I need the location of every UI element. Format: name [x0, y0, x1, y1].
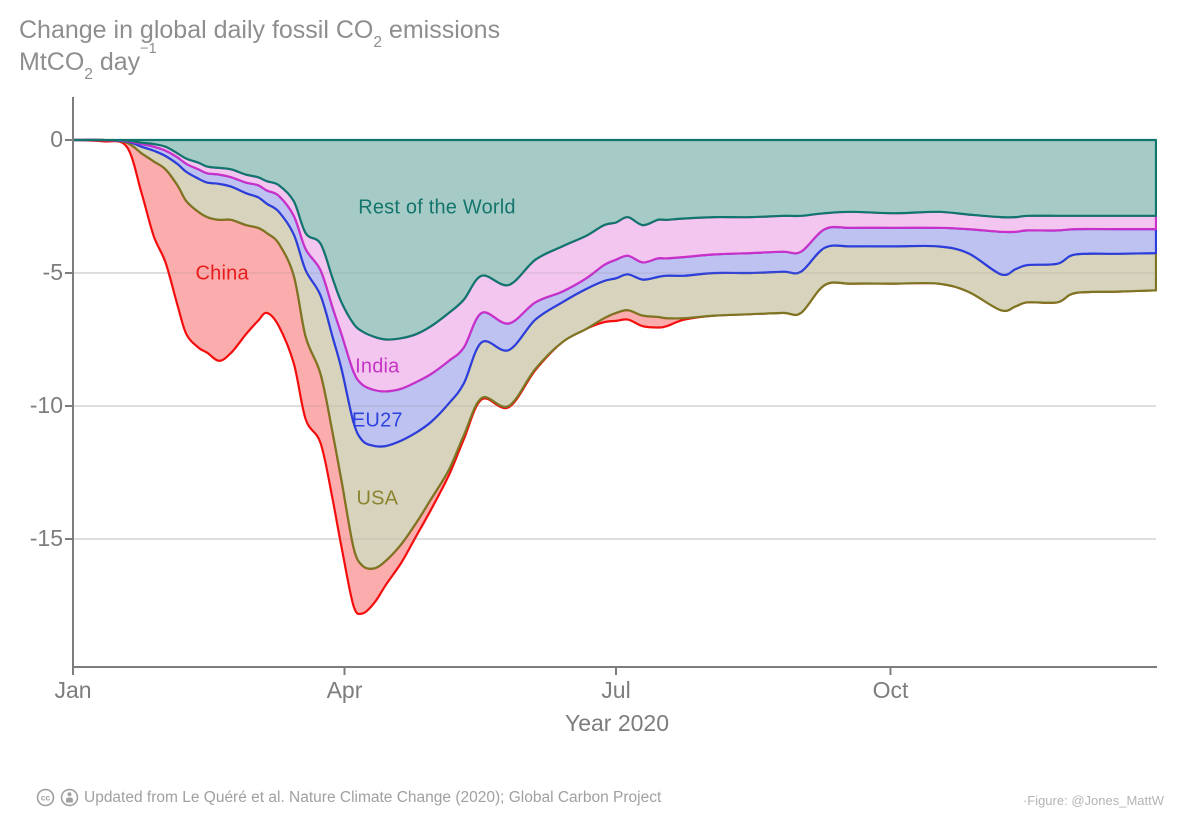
series-label-rest-of-the-world: Rest of the World: [358, 196, 516, 219]
chart-y-unit-subtitle: MtCO2 day−1: [19, 40, 157, 83]
footer-citation-text: Updated from Le Quéré et al. Nature Clim…: [84, 788, 662, 806]
x-tick-label-oct: Oct: [872, 677, 909, 703]
figure-credit: ·Figure: @Jones_MattW: [1022, 793, 1164, 808]
x-tick-label-jul: Jul: [601, 677, 631, 703]
y-tick-label--5: -5: [42, 258, 63, 285]
superscript-minus-1: −1: [140, 40, 157, 57]
attribution-person-icon: [60, 788, 79, 807]
gridlines-overlay: [73, 272, 1156, 540]
stacked-areas: [72, 138, 1157, 616]
subscript-2: 2: [373, 33, 382, 51]
svg-text:cc: cc: [41, 793, 51, 803]
cc-icon: cc: [36, 788, 55, 807]
chart-title: Change in global daily fossil CO2 emissi…: [19, 16, 501, 51]
x-tick-label-jan: Jan: [54, 677, 92, 703]
y-tick-label--10: -10: [29, 391, 63, 418]
axes: [65, 97, 1157, 675]
series-label-india: India: [355, 355, 400, 378]
x-tick-label-apr: Apr: [326, 677, 363, 703]
series-label-eu27: EU27: [351, 409, 403, 432]
y-tick-label--15: -15: [29, 524, 63, 551]
y-tick-label-0: 0: [50, 125, 63, 152]
x-axis-title: Year 2020: [564, 710, 670, 736]
area-rest-of-the-world: [72, 138, 1157, 341]
license-footer: cc Updated from Le Quéré et al. Nature C…: [36, 788, 661, 807]
series-label-china: China: [195, 262, 249, 285]
series-label-usa: USA: [356, 487, 399, 510]
subscript-2: 2: [84, 65, 93, 83]
